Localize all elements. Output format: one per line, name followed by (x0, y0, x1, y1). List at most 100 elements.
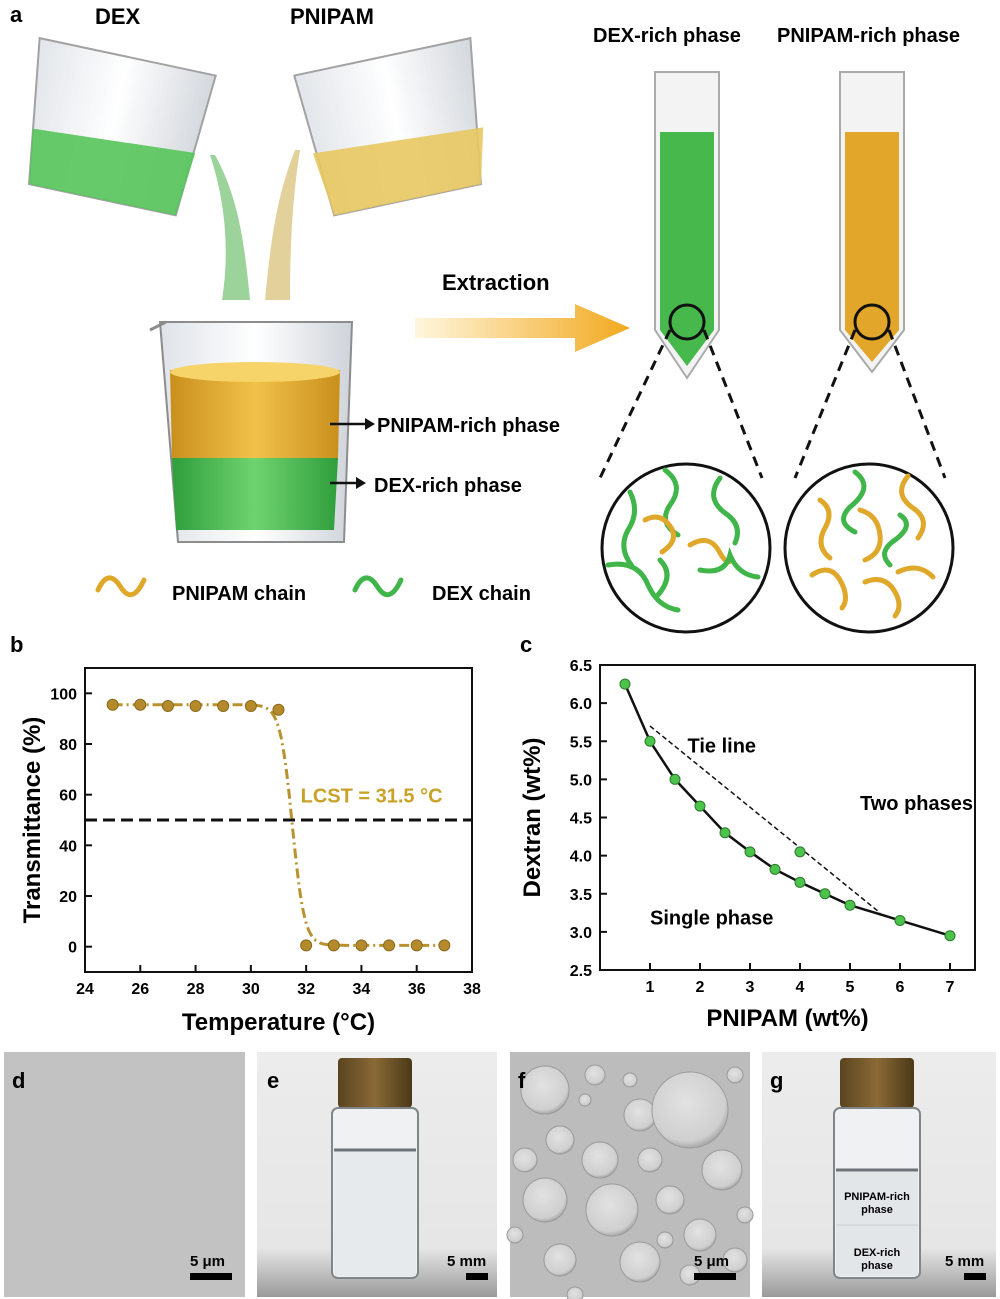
data-point (217, 700, 230, 712)
x-tick-label: 6 (896, 979, 905, 996)
droplet (726, 1066, 744, 1084)
panel-c-label: c (520, 632, 532, 657)
droplet (578, 1093, 592, 1107)
droplet (656, 1231, 674, 1249)
x-axis-label: PNIPAM (wt%) (706, 1005, 868, 1032)
data-point (944, 930, 956, 942)
y-tick-label: 6.0 (570, 696, 592, 713)
panel-e: e 5 mm (257, 1052, 497, 1297)
panel-g-label: g (770, 1068, 783, 1093)
panel-b-label: b (10, 632, 23, 657)
vial-bottom-phase-label-2: phase (861, 1260, 893, 1272)
panel-d-label: d (12, 1068, 25, 1093)
data-point (819, 888, 831, 900)
data-point (844, 899, 856, 911)
x-tick-label: 28 (187, 981, 205, 998)
vial-bottom-phase-label-1: DEX-rich (854, 1247, 901, 1259)
droplet (651, 1071, 729, 1149)
pnipam-rich-tube-label: PNIPAM-rich phase (777, 25, 960, 47)
y-tick-label: 6.5 (570, 658, 592, 675)
droplet (584, 1064, 606, 1086)
data-point (644, 735, 656, 747)
fit-curve (112, 703, 445, 947)
panel-f-label: f (518, 1068, 526, 1093)
panel-f-scale-label: 5 μm (694, 1253, 729, 1270)
droplet (622, 1072, 638, 1088)
data-point (669, 773, 681, 785)
panel-e-scale-bar (466, 1273, 488, 1280)
x-tick-label: 30 (242, 981, 260, 998)
y-tick-label: 5.5 (570, 734, 592, 751)
panel-d-scale-label: 5 μm (190, 1253, 225, 1270)
data-point (719, 827, 731, 839)
x-tick-label: 5 (846, 979, 855, 996)
pnipam-title: PNIPAM (290, 4, 374, 29)
y-tick-label: 100 (50, 686, 77, 703)
x-axis-label: Temperature (°C) (182, 1009, 375, 1036)
y-axis-label: Transmittance (%) (19, 717, 46, 924)
panel-a: a DEX PNIPAM PNIPAM-rich phase DEX-rich (10, 2, 960, 634)
tie-line (649, 725, 881, 914)
y-tick-label: 0 (68, 940, 77, 957)
y-tick-label: 60 (59, 788, 77, 805)
droplet (683, 1218, 717, 1252)
panel-g-scale-bar (964, 1273, 986, 1280)
y-tick-label: 4.0 (570, 849, 592, 866)
y-tick-label: 3.0 (570, 925, 592, 942)
data-point (272, 703, 285, 716)
lcst-annotation: LCST = 31.5 °C (301, 785, 443, 807)
droplet (512, 1147, 538, 1173)
data-point (894, 914, 906, 926)
x-tick-label: 34 (353, 981, 371, 998)
mixing-beaker (149, 320, 354, 543)
x-tick-label: 7 (946, 979, 955, 996)
droplet (619, 1241, 661, 1283)
x-tick-label: 32 (297, 981, 315, 998)
beaker-bottom-label: DEX-rich phase (374, 475, 522, 497)
panel-b-chart: b 24 26 28 30 32 34 36 38 0 20 40 60 80 100 Temperatur… (10, 632, 481, 1036)
droplet (623, 1098, 657, 1132)
vial-cap (338, 1058, 412, 1108)
x-tick-label: 4 (796, 979, 805, 996)
panel-e-scale-label: 5 mm (447, 1253, 486, 1270)
data-point (769, 863, 781, 875)
data-point (383, 939, 396, 952)
vial-top-phase-label-2: phase (861, 1204, 893, 1216)
panel-g-scale-label: 5 mm (945, 1253, 984, 1270)
y-tick-label: 5.0 (570, 772, 592, 789)
extraction-arrow (415, 304, 630, 352)
x-tick-label: 38 (463, 981, 481, 998)
y-tick-label: 4.5 (570, 811, 592, 828)
droplet (581, 1141, 619, 1179)
data-point (161, 700, 174, 712)
droplet (522, 1177, 568, 1223)
data-point (619, 678, 631, 690)
x-tick-label: 36 (408, 981, 426, 998)
x-tick-label: 1 (646, 979, 655, 996)
data-point (438, 939, 451, 952)
y-tick-label: 80 (59, 737, 77, 754)
droplet (722, 1247, 748, 1273)
panel-e-label: e (267, 1068, 279, 1093)
droplet (701, 1149, 743, 1191)
panel-d: d 5 μm (4, 1052, 245, 1297)
binodal-curve (623, 683, 951, 937)
data-point (189, 700, 202, 712)
dex-rich-tube-label: DEX-rich phase (593, 25, 741, 47)
x-tick-label: 24 (76, 981, 94, 998)
data-point (744, 846, 756, 858)
y-tick-label: 3.5 (570, 887, 592, 904)
y-tick-label: 20 (59, 889, 77, 906)
legend-dex-label: DEX chain (432, 583, 531, 605)
y-axis-label: Dextran (wt%) (519, 737, 546, 897)
data-point (694, 800, 706, 812)
panel-f-scale-bar (694, 1273, 736, 1280)
data-point (794, 876, 806, 888)
droplet (566, 1286, 584, 1299)
vial-cap (840, 1058, 914, 1108)
pnipam-pouring-beaker (293, 36, 484, 217)
data-point (106, 698, 119, 711)
legend-dex-chain-icon (352, 575, 404, 598)
x-tick-label: 3 (746, 979, 755, 996)
